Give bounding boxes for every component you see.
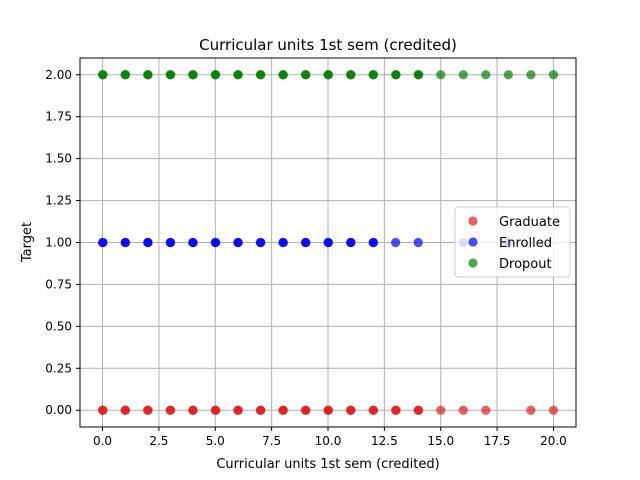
data-point-dropout [120, 70, 131, 80]
data-point-enrolled [233, 237, 243, 248]
data-point-dropout [391, 70, 401, 80]
data-point-graduate [413, 405, 424, 415]
data-point-graduate [526, 405, 536, 415]
data-point-graduate [211, 405, 221, 415]
chart-title: Curricular units 1st sem (credited) [199, 36, 457, 54]
legend-label-dropout: Dropout [499, 257, 552, 272]
data-point-enrolled [368, 237, 379, 248]
data-point-enrolled [391, 237, 401, 248]
data-point-dropout [526, 70, 536, 80]
data-point-dropout [301, 70, 311, 80]
y-tick-label: 1.50 [45, 152, 72, 166]
data-point-graduate [458, 405, 468, 415]
data-point-dropout [165, 70, 176, 80]
data-point-graduate [323, 405, 333, 415]
data-points [97, 70, 559, 415]
x-tick-label: 12.5 [371, 434, 398, 448]
x-tick-label: 5.0 [206, 434, 225, 448]
legend-box [454, 206, 571, 278]
legend-marker-enrolled [468, 237, 478, 247]
y-tick-label: 0.75 [45, 277, 72, 291]
legend-marker-graduate [468, 216, 478, 226]
x-tick-label: 20.0 [540, 434, 567, 448]
axis-ticks: 0.0 2.5 5.0 7.5 10.0 12.5 15.0 17.5 20.0 0.00 0.25… [45, 68, 567, 448]
data-point-graduate [301, 405, 311, 415]
legend-marker-dropout [468, 258, 478, 268]
data-point-graduate [548, 405, 559, 415]
data-point-graduate [278, 405, 288, 415]
data-point-dropout [346, 70, 356, 80]
y-axis-label: Target [20, 222, 35, 263]
legend-label-enrolled: Enrolled [499, 236, 552, 251]
data-point-dropout [323, 70, 333, 80]
data-point-enrolled [211, 237, 221, 248]
data-point-enrolled [120, 237, 131, 248]
y-tick-label: 2.00 [45, 68, 72, 82]
data-point-dropout [233, 70, 243, 80]
data-point-enrolled [143, 237, 153, 248]
data-point-enrolled [256, 237, 266, 248]
data-point-dropout [256, 70, 266, 80]
data-point-dropout [481, 70, 491, 80]
y-tick-label: 1.00 [45, 236, 72, 250]
y-tick-label: 1.25 [45, 194, 72, 208]
legend-label-graduate: Graduate [499, 215, 560, 230]
data-point-dropout [548, 70, 559, 80]
x-tick-label: 7.5 [262, 434, 281, 448]
data-point-graduate [368, 405, 379, 415]
data-point-enrolled [323, 237, 333, 248]
data-point-graduate [98, 405, 108, 415]
data-point-enrolled [188, 237, 198, 248]
data-point-graduate [256, 405, 266, 415]
y-tick-label: 0.25 [45, 361, 72, 375]
data-point-dropout [436, 70, 446, 80]
y-tick-label: 1.75 [45, 110, 72, 124]
data-point-dropout [143, 70, 153, 80]
data-point-graduate [188, 405, 198, 415]
data-point-dropout [188, 70, 198, 80]
data-point-dropout [368, 70, 379, 80]
data-point-graduate [165, 405, 176, 415]
data-point-graduate [436, 405, 446, 415]
data-point-graduate [481, 405, 491, 415]
y-tick-label: 0.00 [45, 403, 72, 417]
x-tick-label: 0.0 [93, 434, 112, 448]
x-tick-label: 17.5 [484, 434, 511, 448]
data-point-dropout [413, 70, 424, 80]
data-point-enrolled [278, 237, 288, 248]
data-point-graduate [233, 405, 243, 415]
data-point-graduate [346, 405, 356, 415]
data-point-dropout [98, 70, 108, 80]
data-point-graduate [143, 405, 153, 415]
data-point-graduate [120, 405, 131, 415]
data-point-dropout [503, 70, 513, 80]
data-point-dropout [211, 70, 221, 80]
x-axis-label: Curricular units 1st sem (credited) [216, 457, 439, 472]
data-point-enrolled [301, 237, 311, 248]
data-point-enrolled [346, 237, 356, 248]
data-point-enrolled [413, 237, 423, 248]
y-tick-label: 0.50 [45, 319, 72, 333]
x-tick-label: 15.0 [427, 434, 454, 448]
data-point-graduate [391, 405, 401, 415]
x-tick-label: 2.5 [149, 434, 168, 448]
data-point-enrolled [165, 237, 176, 248]
data-point-dropout [458, 70, 468, 80]
data-point-enrolled [98, 237, 108, 248]
data-point-dropout [278, 70, 288, 80]
x-tick-label: 10.0 [315, 434, 342, 448]
legend: Graduate Enrolled Dropout [454, 206, 571, 278]
